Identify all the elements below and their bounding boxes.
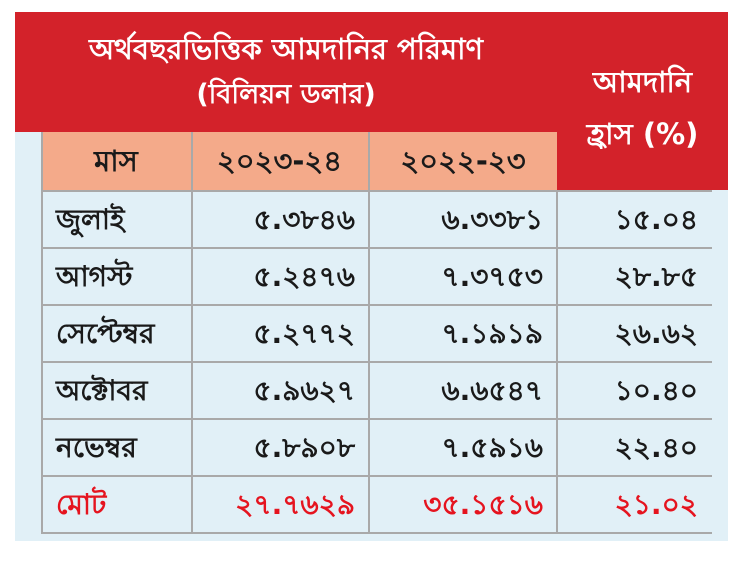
import-table: অর্থবছরভিত্তিক আমদানির পরিমাণ (বিলিয়ন ড… [15, 12, 728, 541]
grid-vline [41, 132, 43, 534]
total-cell-month: মোট [56, 488, 107, 521]
cell-fy2324: ৫.৯৬২৭ [253, 374, 355, 407]
grid-hline [42, 247, 712, 249]
cell-fy2223: ৭.১৯১৯ [441, 317, 543, 350]
cell-fy2223: ৬.৬৫৪৭ [441, 374, 543, 407]
grid-hline [42, 532, 712, 534]
cell-month: নভেম্বর [56, 431, 137, 464]
cell-drop: ১৫.০৪ [614, 203, 698, 236]
cell-drop: ২২.৪০ [614, 431, 698, 464]
total-cell-drop: ২১.০২ [614, 488, 698, 521]
cell-fy2223: ৭.৫৯১৬ [441, 431, 543, 464]
grid-hline [42, 304, 712, 306]
grid-hline [42, 418, 712, 420]
cell-fy2324: ৫.২৭৭২ [253, 317, 355, 350]
cell-fy2223: ৬.৩৩৮১ [441, 203, 543, 236]
cell-month: সেপ্টেম্বর [56, 317, 155, 350]
grid-hline [42, 361, 712, 363]
col-header-month: মাস [94, 144, 138, 178]
table-header: অর্থবছরভিত্তিক আমদানির পরিমাণ (বিলিয়ন ড… [15, 12, 557, 132]
cell-drop: ১০.৪০ [614, 374, 698, 407]
cell-fy2223: ৭.৩৭৫৩ [441, 260, 543, 293]
grid-vline [191, 132, 193, 534]
grid-hline [42, 190, 712, 192]
cell-month: অক্টোবর [56, 374, 148, 407]
column-headers: মাস ২০২৩-২৪ ২০২২-২৩ [42, 132, 557, 190]
cell-month: জুলাই [56, 203, 125, 236]
table-title: অর্থবছরভিত্তিক আমদানির পরিমাণ [88, 32, 484, 66]
cell-month: আগস্ট [56, 260, 133, 293]
cell-fy2324: ৫.৮৯০৮ [253, 431, 355, 464]
cell-drop: ২৮.৮৫ [614, 260, 698, 293]
drop-column-header: আমদানি হ্রাস (%) [557, 12, 728, 190]
grid-hline [42, 475, 712, 477]
col-header-fy2324: ২০২৩-২৪ [216, 144, 343, 178]
total-cell-fy2223: ৩৫.১৫১৬ [423, 488, 543, 521]
cell-fy2324: ৫.২৪৭৬ [253, 260, 355, 293]
col-header-fy2223: ২০২২-২৩ [400, 144, 526, 178]
grid-vline [368, 132, 370, 534]
drop-header-line-1: আমদানি [592, 65, 693, 99]
table-subtitle: (বিলিয়ন ডলার) [196, 79, 376, 110]
drop-header-line-2: হ্রাস (%) [586, 117, 699, 151]
cell-drop: ২৬.৬২ [614, 317, 698, 350]
cell-fy2324: ৫.৩৮৪৬ [253, 203, 355, 236]
total-cell-fy2324: ২৭.৭৬২৯ [235, 488, 355, 521]
